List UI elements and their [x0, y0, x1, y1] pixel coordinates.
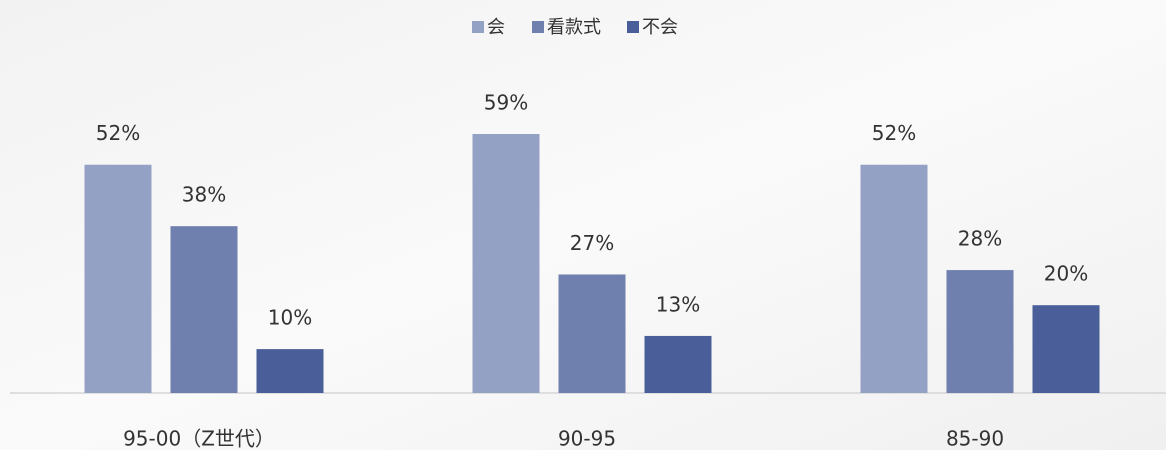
legend-swatch — [472, 21, 484, 33]
data-label: 38% — [182, 183, 226, 207]
bar — [644, 335, 712, 393]
bar — [860, 164, 928, 393]
legend-swatch — [627, 21, 639, 33]
legend-label: 看款式 — [547, 17, 601, 38]
bar — [946, 270, 1014, 393]
bar — [1032, 305, 1100, 393]
bar — [84, 164, 152, 393]
data-label: 20% — [1044, 262, 1088, 286]
x-tick-label: 90-95 — [558, 427, 616, 450]
data-label: 52% — [96, 121, 140, 145]
data-label: 28% — [958, 227, 1002, 251]
data-label: 59% — [484, 91, 528, 115]
bar — [558, 274, 626, 393]
legend-swatch — [532, 21, 544, 33]
data-label: 52% — [872, 121, 916, 145]
legend-label: 会 — [487, 17, 505, 38]
data-label: 10% — [268, 306, 312, 330]
bar — [472, 134, 540, 393]
data-label: 13% — [656, 292, 700, 316]
legend-label: 不会 — [642, 17, 678, 38]
x-tick-label: 95-00（Z世代） — [123, 427, 275, 450]
bar — [256, 349, 324, 393]
x-tick-label: 85-90 — [946, 427, 1004, 450]
bar — [170, 226, 238, 393]
data-label: 27% — [570, 231, 614, 255]
